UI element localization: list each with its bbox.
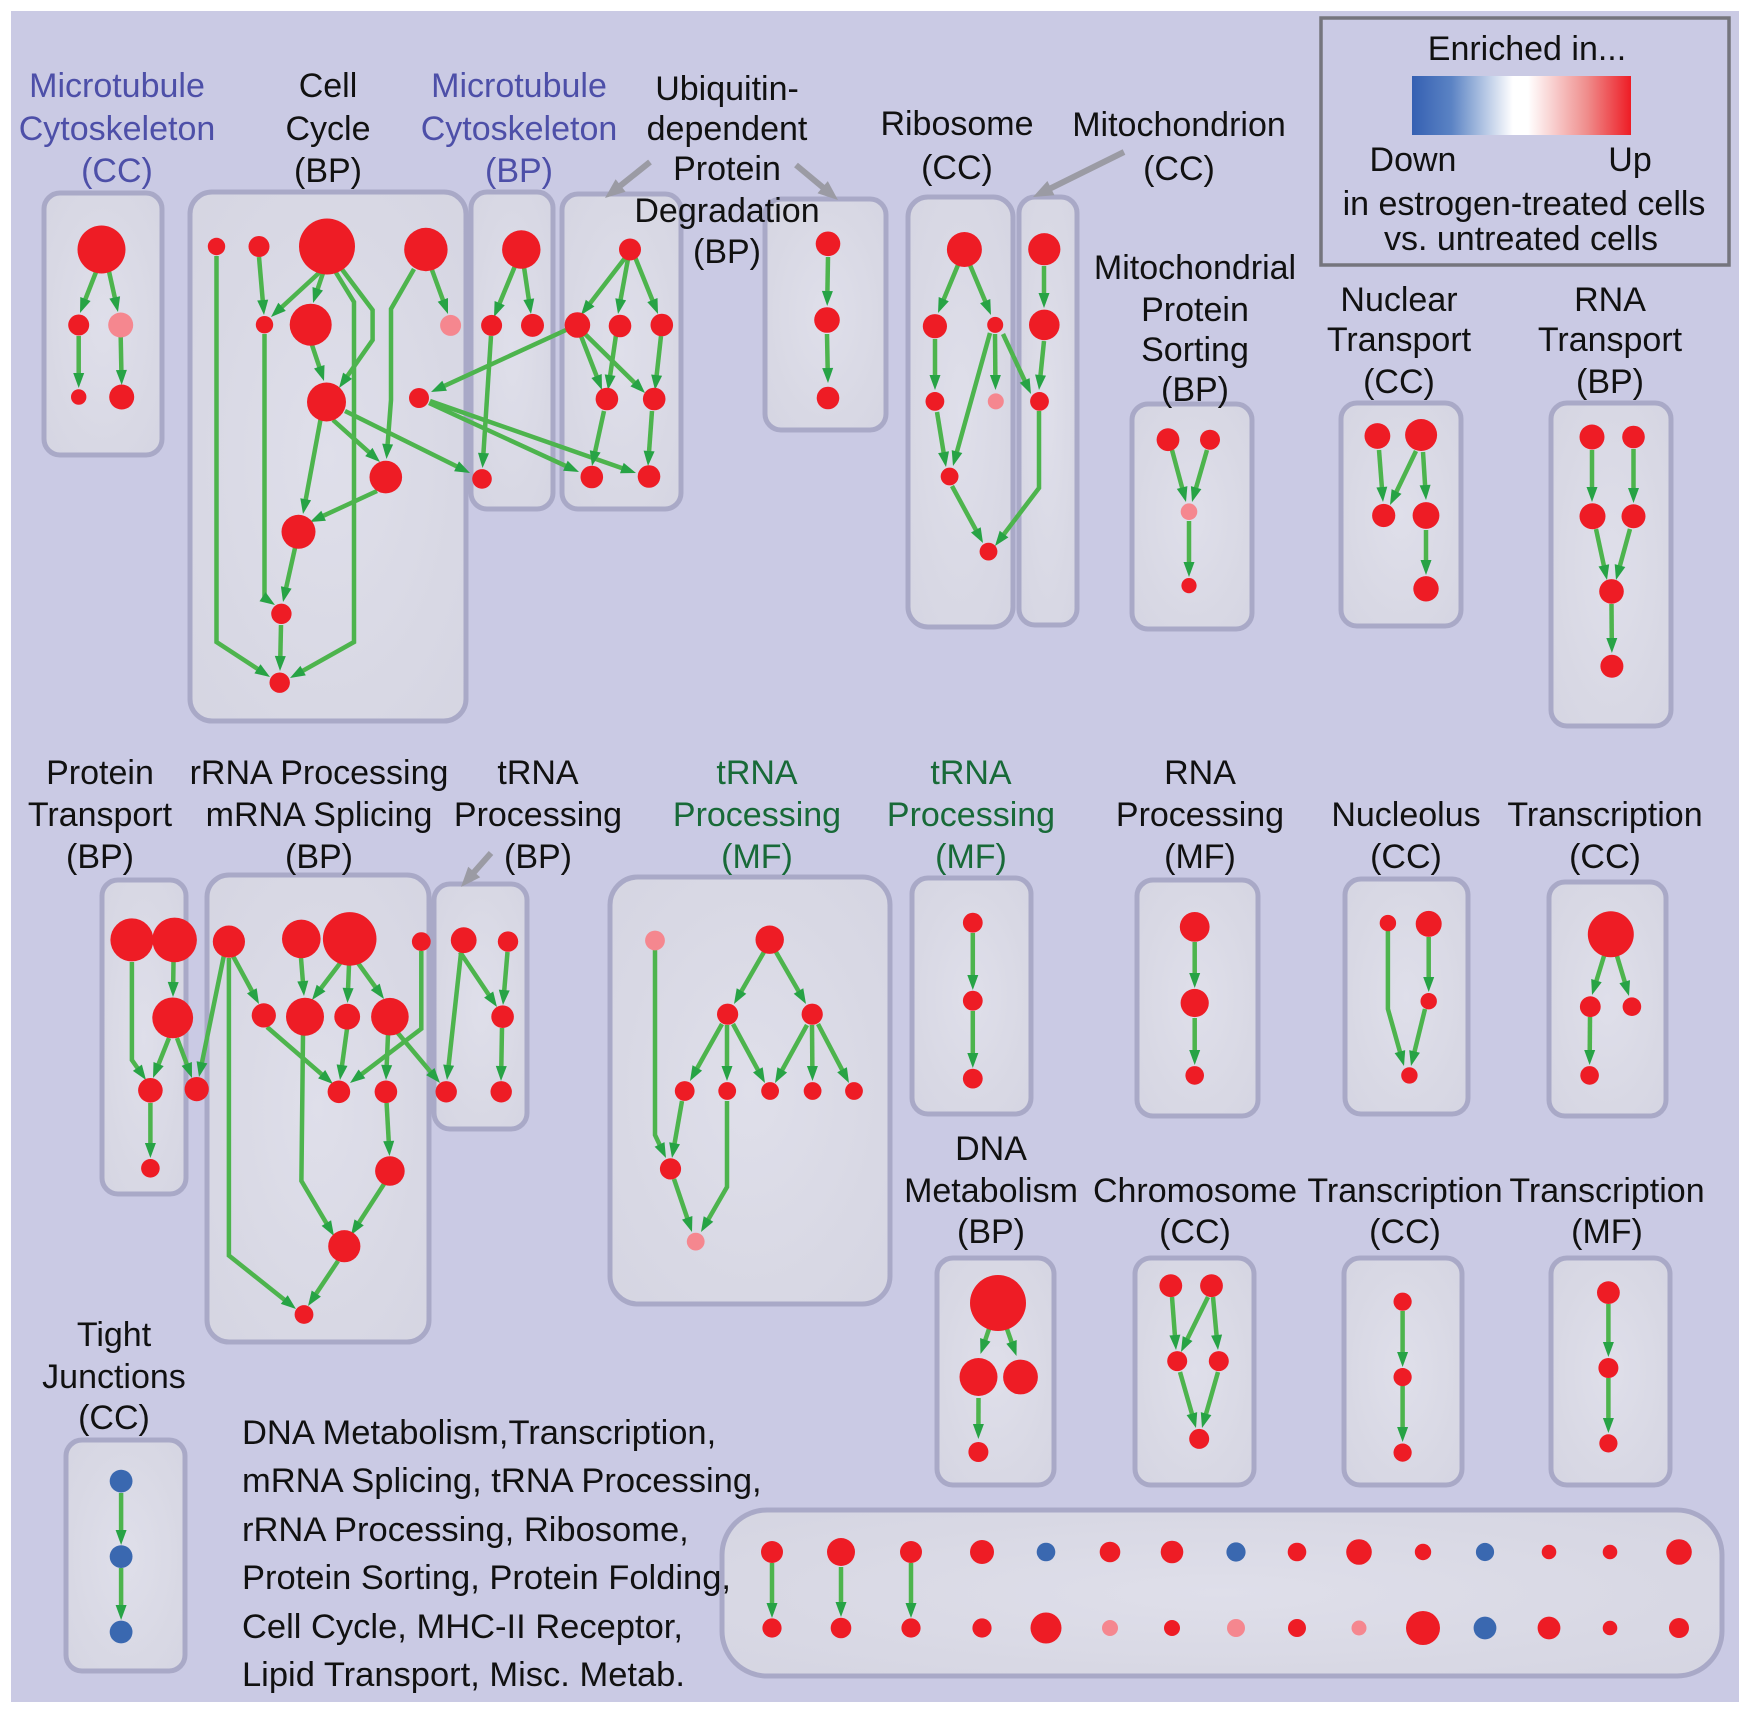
svg-text:(BP): (BP) xyxy=(485,152,553,190)
svg-text:Transcription: Transcription xyxy=(1307,1172,1502,1210)
svg-text:Enriched in...: Enriched in... xyxy=(1428,30,1626,68)
svg-text:(BP): (BP) xyxy=(504,838,572,876)
svg-text:(BP): (BP) xyxy=(285,838,353,876)
svg-text:tRNA: tRNA xyxy=(930,754,1012,792)
svg-text:(CC): (CC) xyxy=(78,1399,150,1437)
svg-text:Cytoskeleton: Cytoskeleton xyxy=(421,110,618,148)
svg-text:(CC): (CC) xyxy=(1363,363,1435,401)
svg-text:mRNA Splicing: mRNA Splicing xyxy=(206,796,433,834)
svg-text:Protein: Protein xyxy=(1141,291,1249,329)
svg-text:Processing: Processing xyxy=(454,796,622,834)
svg-text:(BP): (BP) xyxy=(66,838,134,876)
svg-text:(BP): (BP) xyxy=(1161,371,1229,409)
svg-text:Cell Cycle, MHC-II Receptor,: Cell Cycle, MHC-II Receptor, xyxy=(242,1608,683,1646)
svg-text:vs. untreated cells: vs. untreated cells xyxy=(1384,220,1658,258)
svg-text:(CC): (CC) xyxy=(1159,1213,1231,1251)
svg-text:Up: Up xyxy=(1608,141,1651,179)
svg-text:Protein: Protein xyxy=(46,754,154,792)
svg-text:Metabolism: Metabolism xyxy=(904,1172,1078,1210)
svg-text:rRNA Processing, Ribosome,: rRNA Processing, Ribosome, xyxy=(242,1511,689,1549)
svg-text:(CC): (CC) xyxy=(1569,838,1641,876)
svg-text:(BP): (BP) xyxy=(957,1213,1025,1251)
svg-text:rRNA Processing: rRNA Processing xyxy=(190,754,449,792)
svg-text:Processing: Processing xyxy=(1116,796,1284,834)
svg-text:Degradation: Degradation xyxy=(634,192,819,230)
svg-text:(MF): (MF) xyxy=(935,838,1007,876)
svg-text:Protein: Protein xyxy=(673,150,781,188)
svg-text:Ribosome: Ribosome xyxy=(880,105,1033,143)
svg-text:DNA Metabolism,Transcription,: DNA Metabolism,Transcription, xyxy=(242,1414,716,1452)
svg-text:(MF): (MF) xyxy=(1571,1213,1643,1251)
svg-text:Mitochondrial: Mitochondrial xyxy=(1094,249,1296,287)
svg-text:Junctions: Junctions xyxy=(42,1358,186,1396)
svg-text:Cycle: Cycle xyxy=(285,110,370,148)
svg-text:Lipid Transport, Misc. Metab.: Lipid Transport, Misc. Metab. xyxy=(242,1656,685,1694)
svg-text:dependent: dependent xyxy=(647,110,808,148)
svg-text:(CC): (CC) xyxy=(81,152,153,190)
svg-text:mRNA Splicing, tRNA Processing: mRNA Splicing, tRNA Processing, xyxy=(242,1462,762,1500)
svg-text:Chromosome: Chromosome xyxy=(1093,1172,1297,1210)
svg-text:Protein Sorting, Protein Foldi: Protein Sorting, Protein Folding, xyxy=(242,1559,731,1597)
svg-text:Transport: Transport xyxy=(28,796,173,834)
svg-text:Cell: Cell xyxy=(299,67,358,105)
svg-text:RNA: RNA xyxy=(1164,754,1236,792)
svg-text:Transcription: Transcription xyxy=(1509,1172,1704,1210)
svg-text:RNA: RNA xyxy=(1574,281,1646,319)
svg-text:(CC): (CC) xyxy=(1143,150,1215,188)
svg-text:(MF): (MF) xyxy=(721,838,793,876)
svg-text:Microtubule: Microtubule xyxy=(431,67,607,105)
svg-text:Transport: Transport xyxy=(1327,321,1472,359)
svg-text:Transport: Transport xyxy=(1538,321,1683,359)
svg-text:tRNA: tRNA xyxy=(497,754,579,792)
svg-text:Transcription: Transcription xyxy=(1507,796,1702,834)
svg-text:Nuclear: Nuclear xyxy=(1340,281,1457,319)
svg-text:in estrogen-treated cells: in estrogen-treated cells xyxy=(1343,185,1706,223)
svg-text:Ubiquitin-: Ubiquitin- xyxy=(655,70,799,108)
svg-text:tRNA: tRNA xyxy=(716,754,798,792)
svg-text:DNA: DNA xyxy=(955,1130,1027,1168)
svg-text:(CC): (CC) xyxy=(921,149,993,187)
svg-text:Nucleolus: Nucleolus xyxy=(1331,796,1480,834)
svg-text:Tight: Tight xyxy=(77,1316,152,1354)
svg-text:(BP): (BP) xyxy=(693,233,761,271)
svg-text:(CC): (CC) xyxy=(1369,1213,1441,1251)
svg-text:Down: Down xyxy=(1370,141,1457,179)
svg-text:(BP): (BP) xyxy=(1576,363,1644,401)
svg-text:Processing: Processing xyxy=(673,796,841,834)
svg-text:Cytoskeleton: Cytoskeleton xyxy=(19,110,216,148)
svg-text:Processing: Processing xyxy=(887,796,1055,834)
svg-text:(CC): (CC) xyxy=(1370,838,1442,876)
svg-text:Sorting: Sorting xyxy=(1141,331,1249,369)
svg-text:Mitochondrion: Mitochondrion xyxy=(1072,106,1286,144)
svg-text:Microtubule: Microtubule xyxy=(29,67,205,105)
svg-text:(BP): (BP) xyxy=(294,152,362,190)
svg-text:(MF): (MF) xyxy=(1164,838,1236,876)
